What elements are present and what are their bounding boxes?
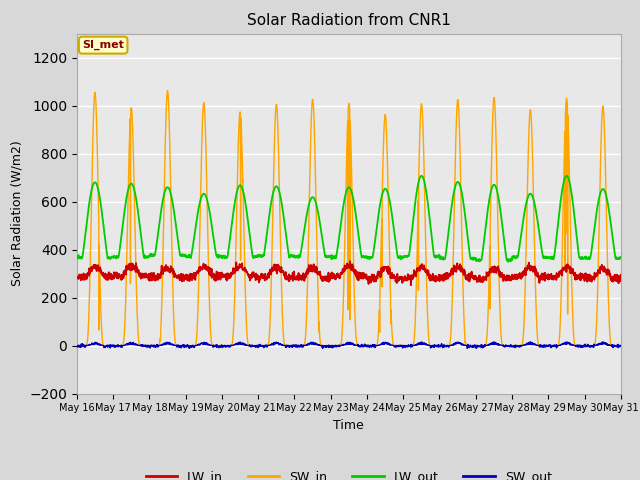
SW_out (273, 339, 280, 345)
LW_in (376, 275, 384, 280)
Text: SI_met: SI_met (82, 40, 124, 50)
SW_out (463, 346, 471, 351)
Legend: LW_in, SW_in, LW_out, SW_out: LW_in, SW_in, LW_out, SW_out (141, 465, 557, 480)
SW_out (570, 342, 577, 348)
SW_in (584, 343, 592, 348)
Line: SW_in: SW_in (77, 91, 621, 346)
LW_out (570, 203, 577, 208)
SW_out (365, 343, 372, 349)
LW_in (346, 258, 354, 264)
Y-axis label: Solar Radiation (W/m2): Solar Radiation (W/m2) (11, 141, 24, 287)
LW_out (418, 173, 426, 179)
SW_in (225, 343, 232, 348)
LW_in (570, 271, 577, 276)
SW_out (584, 343, 592, 348)
SW_out (508, 344, 515, 349)
SW_in (365, 343, 372, 348)
X-axis label: Time: Time (333, 419, 364, 432)
LW_out (584, 255, 592, 261)
Title: Solar Radiation from CNR1: Solar Radiation from CNR1 (247, 13, 451, 28)
SW_in (164, 88, 172, 94)
SW_out (617, 343, 625, 349)
SW_out (376, 342, 384, 348)
SW_in (507, 343, 515, 348)
SW_in (73, 343, 81, 348)
LW_in (617, 272, 625, 277)
SW_in (376, 272, 384, 277)
Line: LW_in: LW_in (77, 261, 621, 285)
SW_out (73, 343, 81, 349)
LW_in (407, 282, 415, 288)
LW_out (504, 259, 512, 264)
LW_in (225, 272, 232, 277)
LW_out (617, 254, 625, 260)
Line: LW_out: LW_out (77, 176, 621, 262)
LW_out (508, 258, 515, 264)
LW_out (225, 247, 232, 253)
SW_in (569, 318, 577, 324)
LW_in (365, 281, 372, 287)
LW_out (73, 254, 81, 260)
Line: SW_out: SW_out (77, 342, 621, 348)
LW_in (508, 276, 515, 282)
SW_in (617, 343, 625, 348)
LW_out (376, 201, 384, 207)
SW_out (225, 344, 232, 349)
LW_in (584, 275, 592, 281)
LW_in (73, 275, 81, 280)
LW_out (365, 254, 372, 260)
